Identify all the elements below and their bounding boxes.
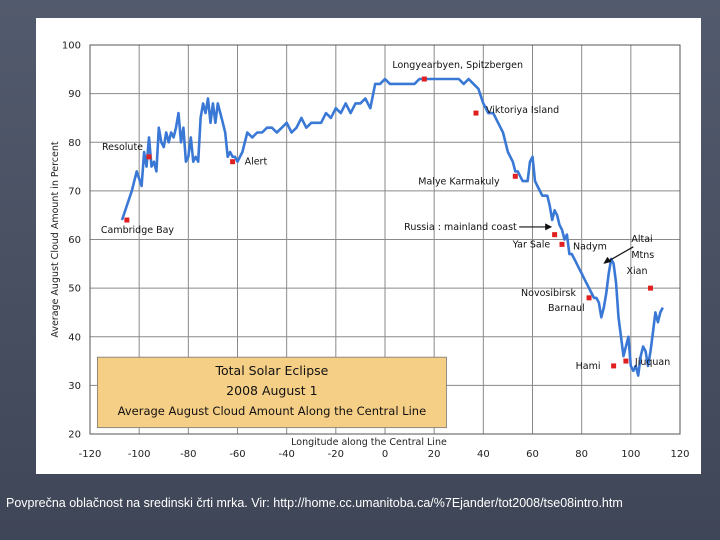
site-label-barnaul: Barnaul <box>548 303 585 314</box>
arrow-altai <box>605 246 634 264</box>
y-tick-label: 50 <box>68 284 81 295</box>
x-tick-label: -40 <box>278 449 294 460</box>
annotation-russia-coast: Russia : mainland coast <box>404 222 517 233</box>
site-marker <box>611 363 617 369</box>
annotation-mtns: Mtns <box>631 250 654 261</box>
x-tick-label: 120 <box>670 449 689 460</box>
x-tick-label: -100 <box>128 449 151 460</box>
x-tick-label: -80 <box>180 449 196 460</box>
site-label: Viktoriya Island <box>486 105 559 116</box>
x-tick-label: 60 <box>526 449 539 460</box>
chart-title-line: Average August Cloud Amount Along the Ce… <box>118 404 427 418</box>
site-marker <box>421 76 427 82</box>
x-tick-label: -120 <box>79 449 102 460</box>
x-tick-label: 0 <box>382 449 388 460</box>
site-marker <box>552 232 558 238</box>
arrowhead-altai <box>603 256 612 264</box>
site-label: Malye Karmakuly <box>418 176 500 187</box>
y-tick-label: 80 <box>68 138 81 149</box>
x-tick-label: -20 <box>328 449 344 460</box>
chart-title-line: Total Solar Eclipse <box>214 363 328 378</box>
chart-title-box <box>96 356 447 429</box>
y-tick-label: 40 <box>68 332 81 343</box>
y-tick-label: 60 <box>68 235 81 246</box>
y-tick-label: 100 <box>62 41 81 52</box>
site-label: Alert <box>245 157 268 168</box>
y-tick-label: 70 <box>68 186 81 197</box>
annotation-altai: Altai <box>631 234 652 245</box>
y-tick-label: 30 <box>68 381 81 392</box>
y-axis-label: Average August Cloud Amount in Percent <box>50 141 61 338</box>
site-marker <box>512 173 518 179</box>
site-marker <box>124 217 130 223</box>
site-label: Nadym <box>573 241 607 252</box>
site-marker <box>230 159 236 165</box>
y-tick-label: 20 <box>68 430 81 441</box>
x-tick-label: 20 <box>428 449 441 460</box>
site-marker <box>559 241 565 247</box>
site-label-novosibirsk: Novosibirsk <box>521 288 576 299</box>
chart-title-line: 2008 August 1 <box>226 383 317 398</box>
site-label: Jiuquan <box>634 357 670 368</box>
site-marker <box>146 154 152 160</box>
x-tick-label: 100 <box>621 449 640 460</box>
slide-caption: Povprečna oblačnost na sredinski črti mr… <box>6 496 623 510</box>
x-tick-label: -60 <box>229 449 245 460</box>
site-marker <box>648 285 653 291</box>
cloud-amount-line <box>120 77 664 377</box>
x-tick-label: 80 <box>575 449 588 460</box>
site-label: Longyearbyen, Spitzbergen <box>392 60 523 71</box>
site-marker <box>586 295 592 301</box>
site-label: Cambridge Bay <box>101 225 175 236</box>
x-tick-label: 40 <box>477 449 490 460</box>
site-label: Xian <box>627 266 648 277</box>
site-label: Resolute <box>102 142 143 153</box>
y-tick-label: 90 <box>68 89 81 100</box>
plot-frame <box>89 44 681 435</box>
site-label: Yar Sale <box>512 240 551 251</box>
arrowhead-russia-coast <box>545 223 553 231</box>
site-marker <box>473 110 479 116</box>
x-axis-label: Longitude along the Central Line <box>291 437 447 448</box>
site-marker <box>623 358 629 364</box>
site-label: Hami <box>576 361 601 372</box>
